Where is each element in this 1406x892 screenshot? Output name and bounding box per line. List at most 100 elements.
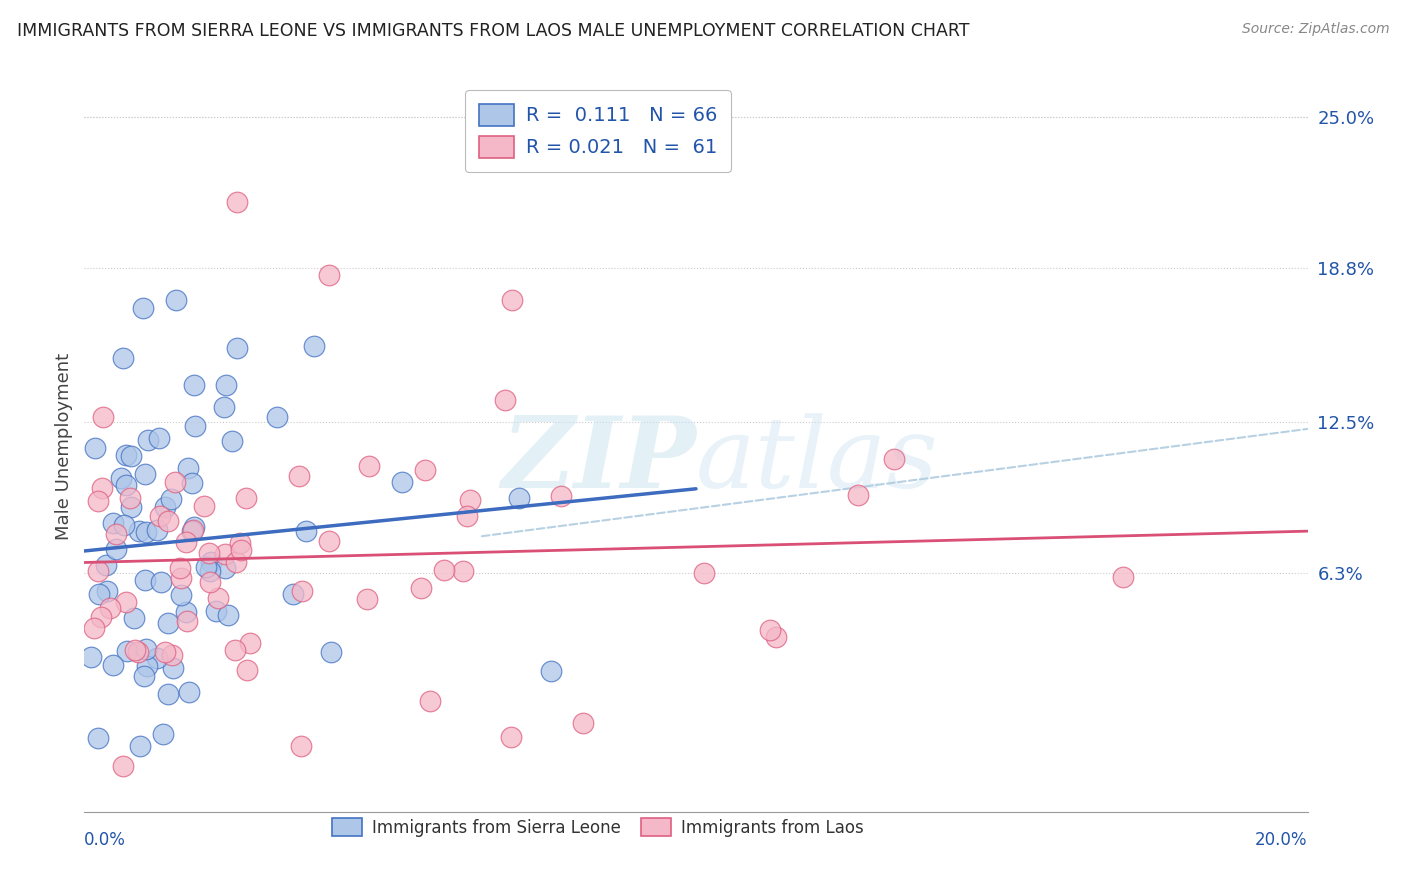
Point bbox=[101, 657, 124, 672]
Point bbox=[181, 476, 204, 491]
Text: atlas: atlas bbox=[696, 413, 939, 508]
Point bbox=[105, 541, 128, 556]
Text: ZIP: ZIP bbox=[501, 412, 696, 508]
Point bbox=[134, 573, 156, 587]
Point bbox=[127, 645, 149, 659]
Point bbox=[184, 419, 207, 434]
Point bbox=[214, 401, 236, 415]
Point bbox=[114, 595, 136, 609]
Point bbox=[101, 516, 124, 531]
Point bbox=[98, 601, 121, 615]
Text: 0.0%: 0.0% bbox=[84, 831, 127, 849]
Point bbox=[183, 520, 205, 534]
Point bbox=[1112, 570, 1135, 584]
Point bbox=[458, 493, 481, 508]
Point bbox=[104, 527, 127, 541]
Point bbox=[124, 642, 146, 657]
Point bbox=[134, 467, 156, 481]
Point bbox=[136, 434, 159, 448]
Point bbox=[87, 564, 110, 578]
Point bbox=[111, 351, 134, 365]
Legend: Immigrants from Sierra Leone, Immigrants from Laos: Immigrants from Sierra Leone, Immigrants… bbox=[326, 812, 870, 844]
Point bbox=[96, 583, 118, 598]
Point bbox=[84, 441, 107, 455]
Point bbox=[155, 645, 177, 659]
Point bbox=[419, 693, 441, 707]
Point bbox=[214, 560, 236, 574]
Point bbox=[765, 630, 787, 644]
Point bbox=[494, 392, 516, 407]
Text: IMMIGRANTS FROM SIERRA LEONE VS IMMIGRANTS FROM LAOS MALE UNEMPLOYMENT CORRELATI: IMMIGRANTS FROM SIERRA LEONE VS IMMIGRAN… bbox=[17, 22, 969, 40]
Point bbox=[195, 559, 218, 574]
Point bbox=[295, 524, 318, 538]
Point bbox=[235, 491, 257, 505]
Point bbox=[572, 715, 595, 730]
Point bbox=[132, 301, 155, 315]
Point bbox=[135, 642, 157, 657]
Point bbox=[165, 293, 187, 307]
Point bbox=[287, 468, 309, 483]
Point bbox=[456, 508, 478, 523]
Point bbox=[83, 621, 105, 635]
Point bbox=[214, 547, 236, 561]
Point bbox=[165, 475, 187, 489]
Point bbox=[451, 564, 474, 578]
Point bbox=[87, 493, 110, 508]
Point bbox=[136, 658, 159, 673]
Point bbox=[391, 475, 413, 489]
Point bbox=[502, 293, 524, 307]
Point bbox=[176, 614, 198, 628]
Point bbox=[231, 542, 253, 557]
Point bbox=[114, 449, 136, 463]
Point bbox=[235, 664, 257, 678]
Point bbox=[501, 730, 523, 744]
Point bbox=[409, 581, 432, 595]
Point bbox=[118, 491, 141, 506]
Point bbox=[193, 499, 215, 513]
Point bbox=[215, 377, 238, 392]
Point bbox=[540, 664, 562, 678]
Point bbox=[128, 524, 150, 538]
Point bbox=[111, 759, 134, 773]
Point bbox=[224, 643, 246, 657]
Text: 20.0%: 20.0% bbox=[1256, 831, 1308, 849]
Point bbox=[181, 523, 204, 537]
Point bbox=[550, 489, 572, 503]
Point bbox=[91, 481, 114, 495]
Point bbox=[169, 561, 191, 575]
Point bbox=[357, 459, 380, 474]
Point bbox=[207, 591, 229, 606]
Point bbox=[87, 587, 110, 601]
Point bbox=[200, 574, 222, 589]
Point bbox=[93, 410, 115, 425]
Point bbox=[170, 588, 193, 602]
Point bbox=[153, 500, 176, 514]
Point bbox=[87, 731, 110, 745]
Point bbox=[148, 431, 170, 445]
Point bbox=[120, 500, 142, 514]
Point bbox=[198, 545, 221, 559]
Point bbox=[112, 518, 135, 533]
Point bbox=[846, 488, 869, 502]
Point bbox=[174, 535, 197, 549]
Point bbox=[129, 739, 152, 753]
Point bbox=[156, 514, 179, 528]
Point bbox=[90, 610, 112, 624]
Point bbox=[225, 555, 247, 569]
Point bbox=[132, 669, 155, 683]
Point bbox=[115, 478, 138, 492]
Point bbox=[319, 645, 342, 659]
Point bbox=[120, 450, 142, 464]
Point bbox=[150, 574, 173, 589]
Point bbox=[160, 491, 183, 506]
Point bbox=[80, 649, 103, 664]
Point bbox=[291, 584, 314, 599]
Point bbox=[508, 491, 530, 505]
Point bbox=[200, 555, 222, 569]
Point bbox=[94, 558, 117, 572]
Point bbox=[110, 471, 132, 485]
Point bbox=[152, 727, 174, 741]
Point bbox=[181, 524, 204, 539]
Point bbox=[266, 410, 288, 425]
Point bbox=[122, 611, 145, 625]
